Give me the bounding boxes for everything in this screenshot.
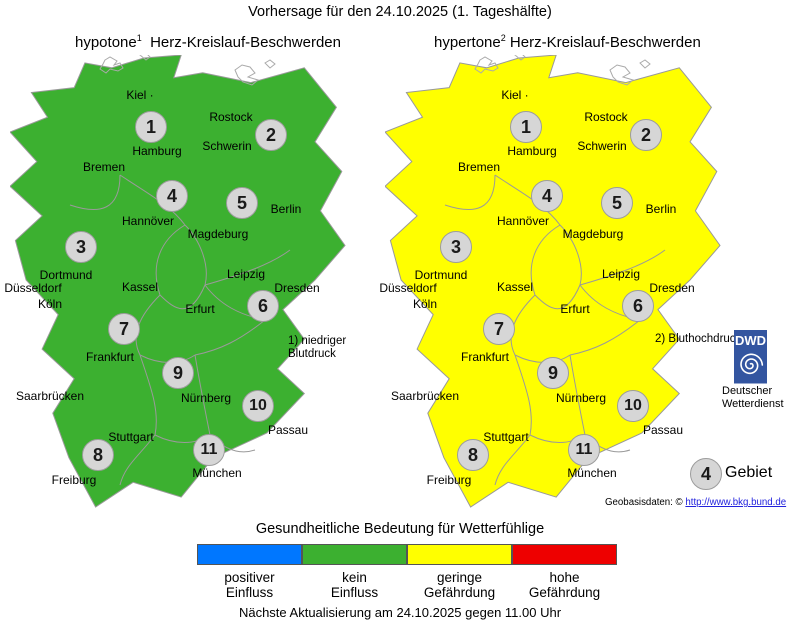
svg-text:DWD: DWD [735,333,766,348]
